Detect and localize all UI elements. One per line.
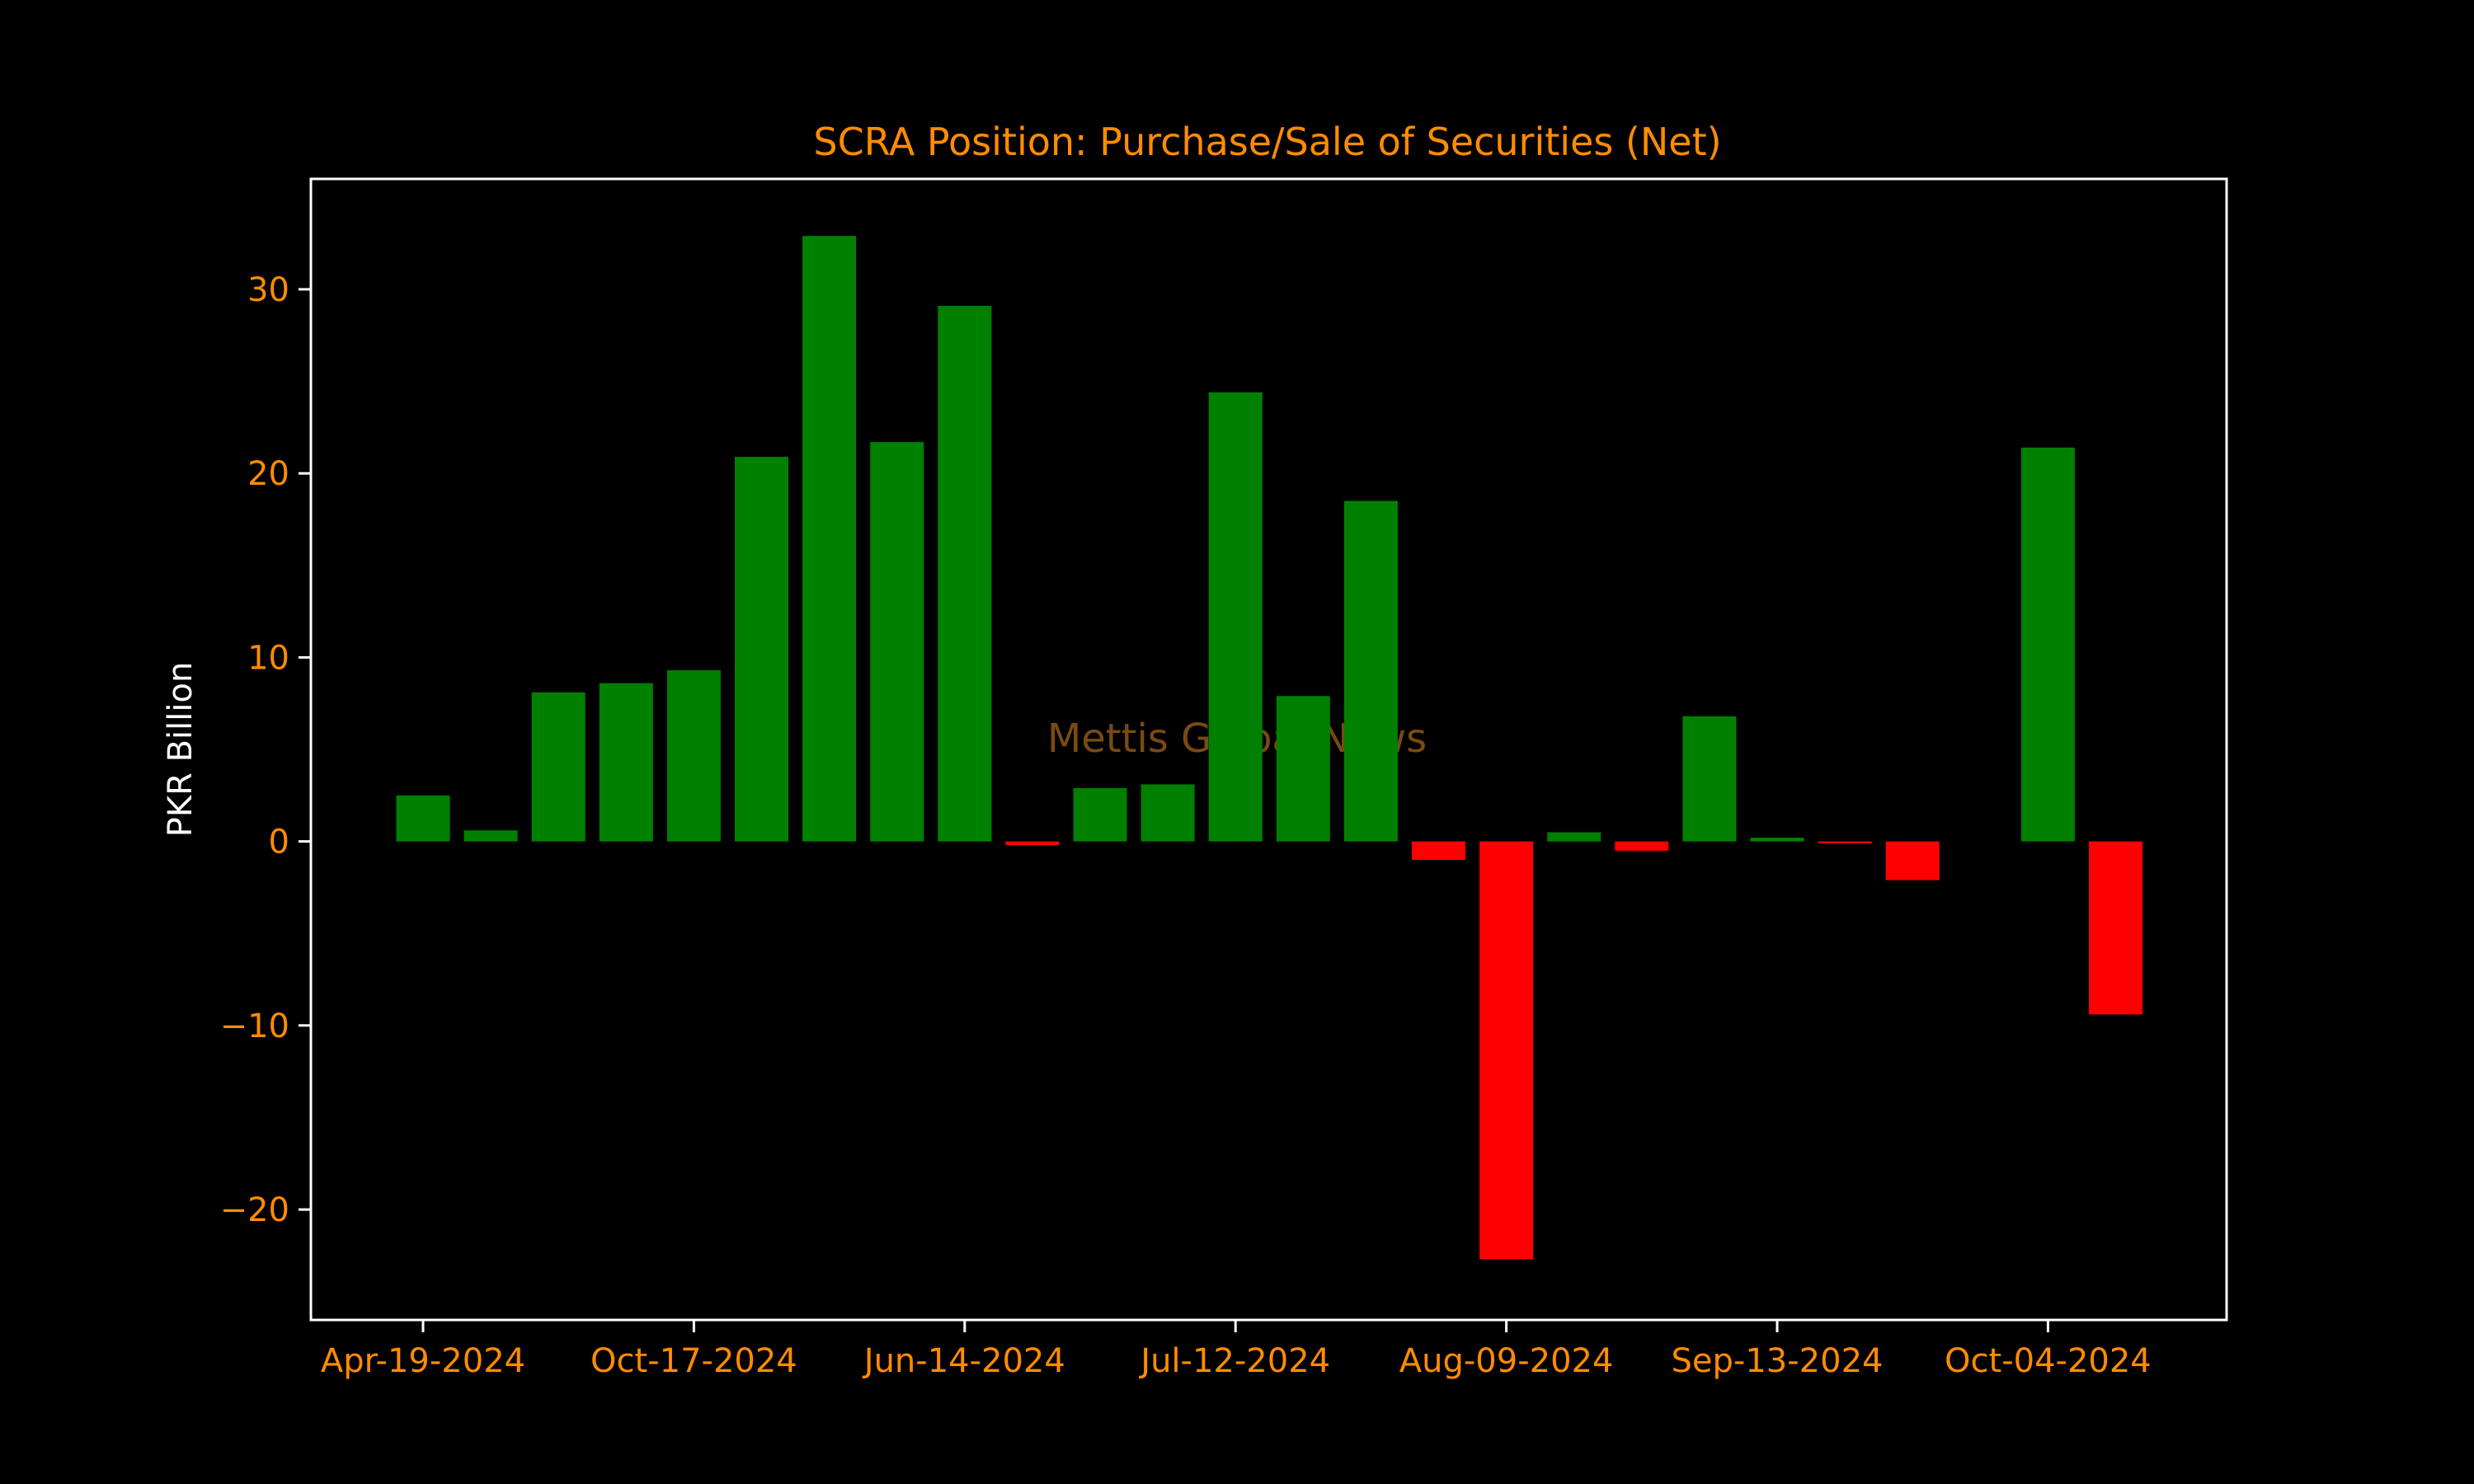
bar-15 [1412,841,1465,860]
y-tick-label-2: 0 [269,824,289,862]
bar-3 [599,683,653,842]
bar-8 [938,306,992,842]
x-tick-label-1: Oct-17-2024 [590,1342,797,1380]
axes-frame [309,177,2228,1322]
bar-2 [531,692,586,842]
bar-20 [1750,838,1804,842]
bar-13 [1276,696,1330,842]
bar-21 [1818,841,1872,843]
bar-7 [870,442,924,842]
y-axis-label: PKR Billion [162,662,200,838]
bar-1 [463,830,518,842]
y-tick-label-5: 30 [247,271,289,309]
bar-25 [2089,841,2142,1015]
bar-6 [802,236,857,842]
bar-0 [396,795,450,842]
chart-title: SCRA Position: Purchase/Sale of Securiti… [813,120,1721,164]
x-tick-label-5: Sep-13-2024 [1672,1342,1884,1380]
x-tick-label-0: Apr-19-2024 [321,1342,525,1380]
bar-17 [1547,832,1602,842]
bar-18 [1615,841,1669,851]
bar-16 [1479,841,1534,1260]
bar-22 [1885,841,1940,881]
y-tick-label-3: 10 [247,639,289,677]
x-tick-label-6: Oct-04-2024 [1945,1342,2152,1380]
x-tick-label-4: Aug-09-2024 [1399,1342,1614,1380]
bar-24 [2020,447,2075,842]
x-tick-label-2: Jun-14-2024 [862,1342,1065,1380]
y-tick-label-1: −10 [220,1007,289,1045]
y-tick-label-4: 20 [247,455,289,493]
y-tick-label-0: −20 [220,1191,289,1229]
bars-group [396,236,2142,1260]
bar-5 [735,457,788,842]
bar-11 [1141,784,1195,842]
bar-19 [1682,716,1737,842]
y-axis-ticks: −20 −10 0 10 20 30 [220,271,311,1229]
x-tick-label-3: Jul-12-2024 [1138,1342,1330,1380]
x-axis-ticks: Apr-19-2024 Oct-17-2024 Jun-14-2024 Jul-12-… [321,1320,2152,1380]
bar-10 [1073,787,1127,842]
bar-4 [666,670,721,842]
bar-12 [1208,392,1263,842]
bar-9 [1005,841,1060,846]
bar-14 [1343,500,1398,842]
